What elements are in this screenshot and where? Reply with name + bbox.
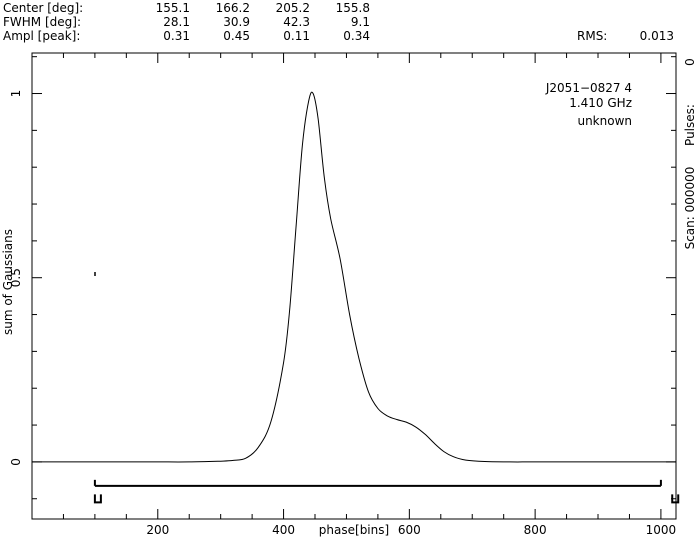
x-axis-label: phase[bins]	[319, 523, 389, 537]
ampl-value: 0.11	[283, 29, 310, 43]
pulses-label: Pulses:	[683, 104, 697, 146]
ampl-value: 0.34	[343, 29, 370, 43]
telescope: unknown	[577, 114, 632, 128]
center-value: 155.1	[156, 1, 190, 15]
x-tick-label: 1000	[646, 523, 677, 537]
y-tick-label: 1	[9, 90, 23, 98]
y-tick-label: 0	[9, 458, 23, 466]
gaussian-parameters-table: Center [deg]: 155.1 166.2 205.2 155.8 FW…	[3, 1, 674, 43]
y-tick-label: 0.5	[9, 268, 23, 287]
fwhm-value: 9.1	[351, 15, 370, 29]
rms-label: RMS:	[577, 29, 607, 43]
window-end-marker	[671, 494, 680, 504]
fwhm-value: 42.3	[283, 15, 310, 29]
x-tick-label: 800	[524, 523, 547, 537]
plot-frame	[31, 52, 677, 520]
x-tick-label: 600	[398, 523, 421, 537]
center-value: 166.2	[216, 1, 250, 15]
profile-line	[31, 91, 676, 463]
fwhm-value: 30.9	[223, 15, 250, 29]
window-end-marker	[93, 494, 102, 504]
frequency: 1.410 GHz	[569, 96, 632, 110]
y-axis-label: sum of Gaussians	[1, 229, 15, 335]
fwhm-row-label: FWHM [deg]:	[3, 15, 81, 29]
ampl-value: 0.31	[163, 29, 190, 43]
x-tick-label: 200	[146, 523, 169, 537]
ampl-row-label: Ampl [peak]:	[3, 29, 80, 43]
source-name: J2051−0827 4	[545, 81, 632, 95]
fwhm-value: 28.1	[163, 15, 190, 29]
axis-ticks: 200 400 600 800 1000 0 0.5 1	[9, 53, 676, 537]
x-tick-label: 400	[272, 523, 295, 537]
center-value: 155.8	[336, 1, 370, 15]
pulses-value: 0	[683, 58, 697, 66]
ampl-value: 0.45	[223, 29, 250, 43]
scan-label: Scan: 000000	[683, 167, 697, 250]
rms-value: 0.013	[640, 29, 674, 43]
on-pulse-window-bracket	[93, 479, 680, 504]
center-value: 205.2	[276, 1, 310, 15]
center-row-label: Center [deg]:	[3, 1, 83, 15]
